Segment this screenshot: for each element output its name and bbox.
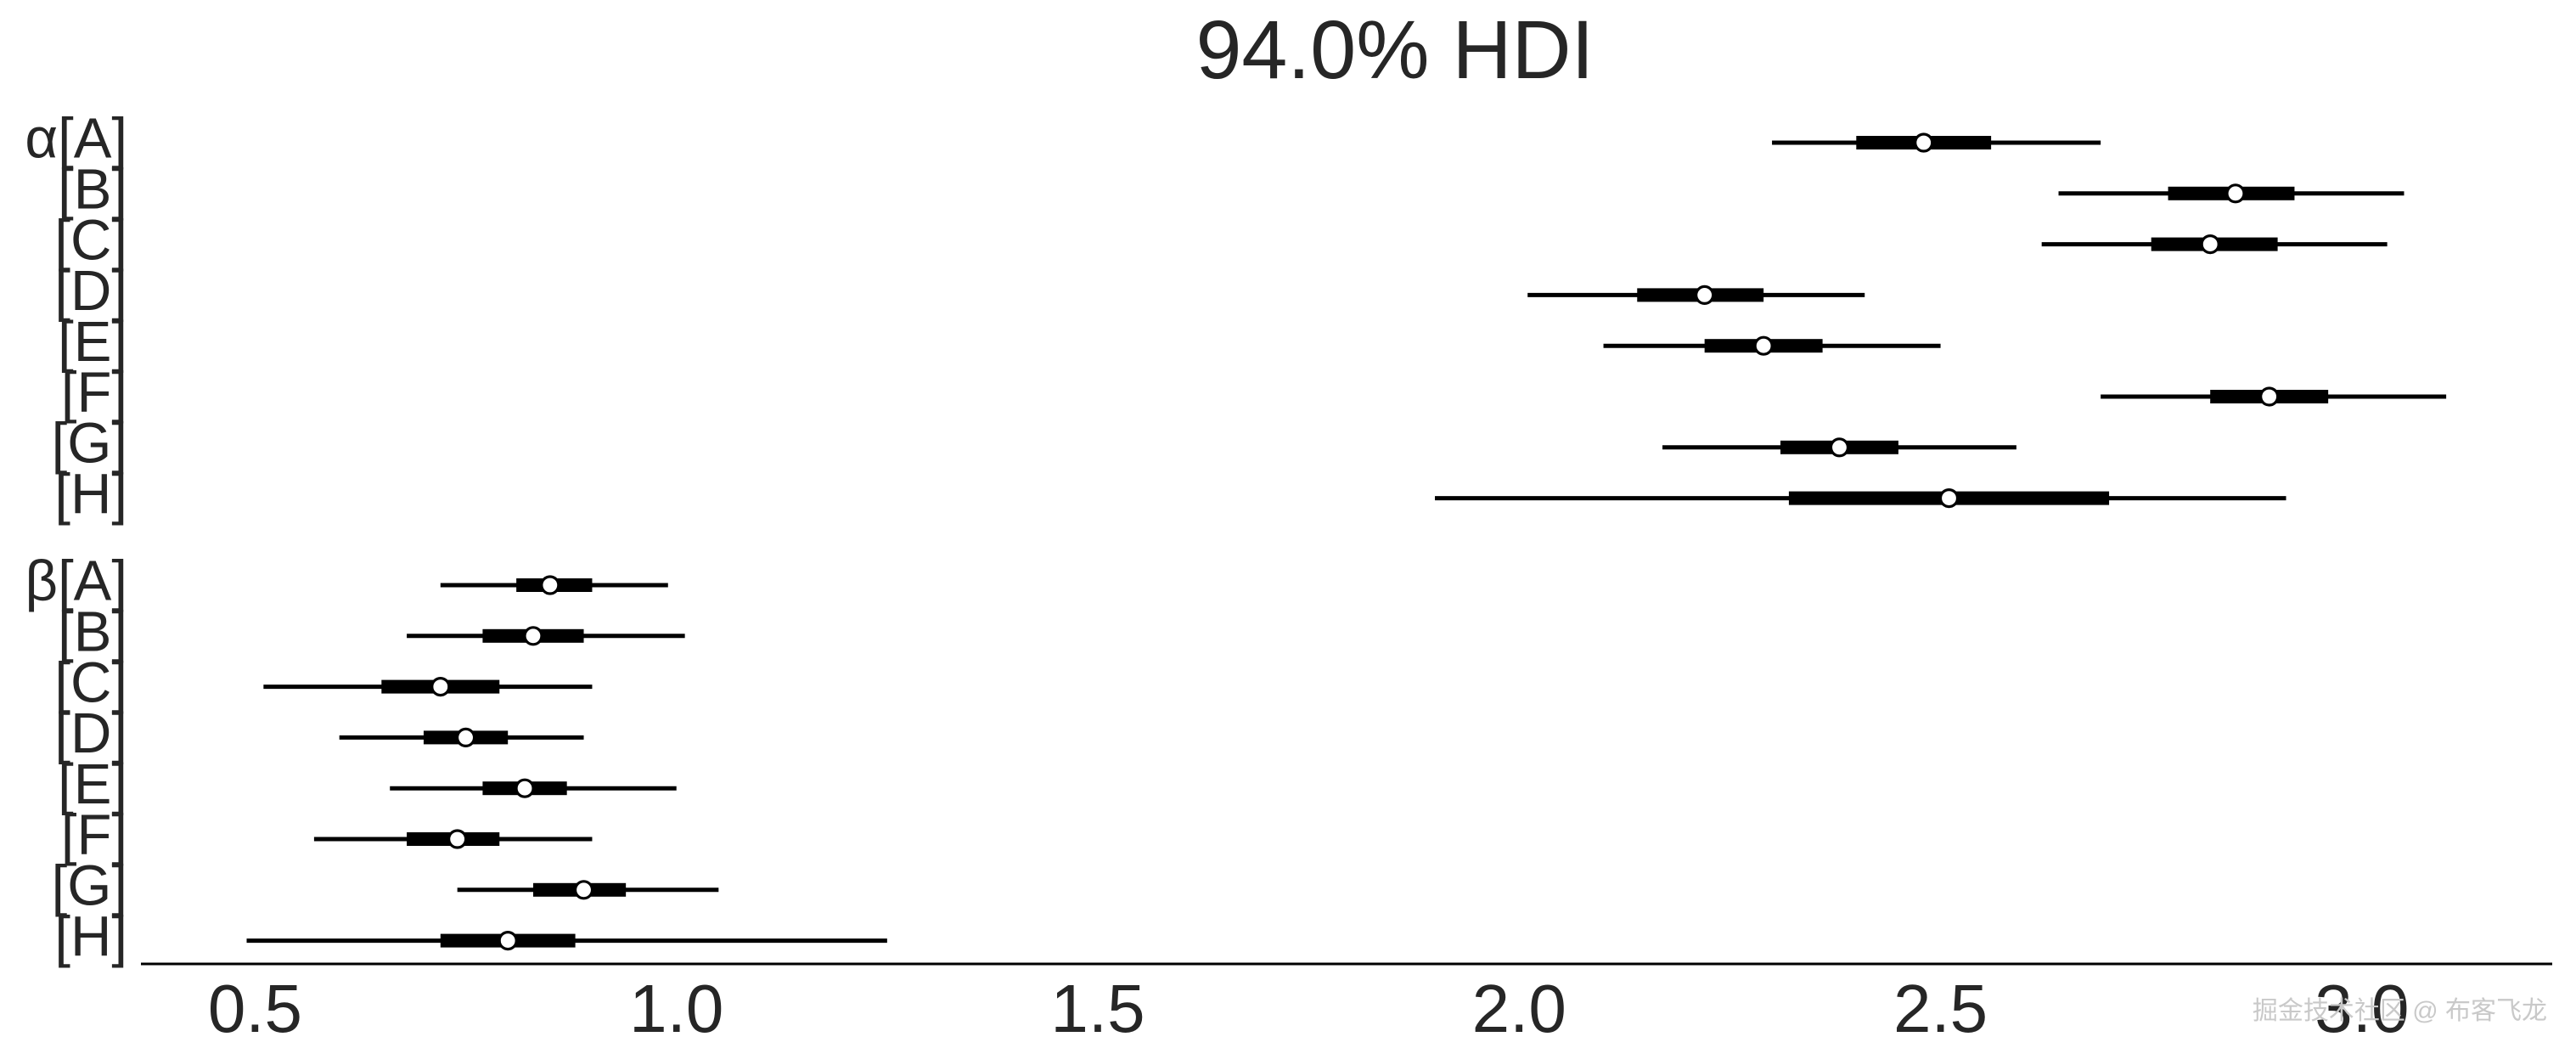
svg-text:1.5: 1.5 bbox=[1050, 971, 1145, 1046]
svg-text:1.0: 1.0 bbox=[629, 971, 723, 1046]
svg-text:0.5: 0.5 bbox=[208, 971, 302, 1046]
svg-text:掘金技术社区 @ 布客飞龙: 掘金技术社区 @ 布客飞龙 bbox=[2253, 997, 2547, 1025]
svg-text:2.0: 2.0 bbox=[1472, 971, 1566, 1046]
svg-text:2.5: 2.5 bbox=[1893, 971, 1988, 1046]
svg-text:[H]: [H] bbox=[54, 904, 127, 968]
svg-text:94.0% HDI: 94.0% HDI bbox=[1195, 3, 1594, 96]
svg-text:[H]: [H] bbox=[54, 462, 127, 526]
